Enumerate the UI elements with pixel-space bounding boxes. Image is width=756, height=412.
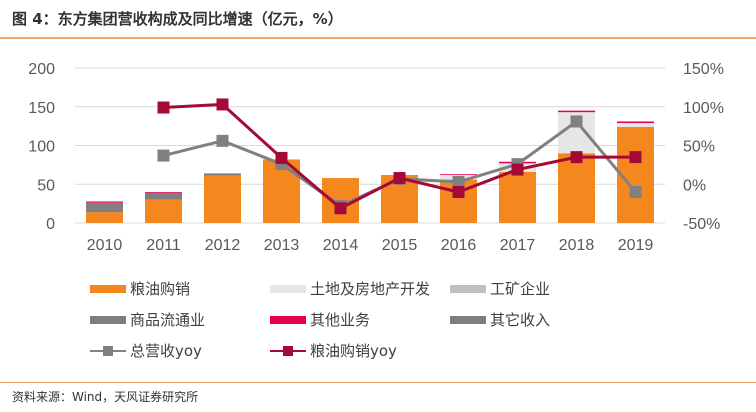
legend-swatch <box>270 345 306 357</box>
y-tick-label: 150 <box>28 100 55 117</box>
legend-swatch <box>270 315 306 324</box>
bar-segment <box>558 110 595 113</box>
x-tick-label: 2013 <box>264 237 300 254</box>
series-marker <box>570 151 583 164</box>
bar-segment <box>440 174 477 175</box>
y-tick-label: 100 <box>28 139 55 156</box>
legend-swatch <box>90 284 126 293</box>
series-marker <box>629 186 642 198</box>
series-marker <box>334 202 347 215</box>
legend-item: 土地及房地产开发 <box>270 278 430 299</box>
y2-tick-label: -50% <box>683 216 720 233</box>
series-marker <box>216 98 229 111</box>
legend-label: 商品流通业 <box>130 311 206 329</box>
y-tick-label: 50 <box>37 177 55 194</box>
y2-tick-label: 100% <box>683 100 724 117</box>
x-tick-label: 2018 <box>559 237 595 254</box>
bar-segment <box>617 123 654 127</box>
legend-label: 土地及房地产开发 <box>310 280 431 298</box>
legend-swatch <box>450 284 486 293</box>
legend-item: 其他业务 <box>270 309 370 330</box>
legend-swatch <box>450 315 486 324</box>
y2-tick-label: 0% <box>683 177 706 194</box>
series-marker <box>393 172 406 185</box>
series-marker <box>216 134 229 147</box>
bar-segment <box>145 199 182 223</box>
legend-item: 工矿企业 <box>450 278 550 299</box>
series-marker <box>275 151 288 164</box>
legend-item: 总营收yoy <box>90 340 202 361</box>
x-tick-label: 2012 <box>205 237 241 254</box>
bar-segment <box>145 192 182 200</box>
series-marker <box>452 186 465 198</box>
legend-label: 总营收yoy <box>130 342 202 360</box>
legend-swatch <box>270 284 306 293</box>
series-marker <box>157 149 170 162</box>
x-tick-label: 2017 <box>500 237 536 254</box>
legend-label: 粮油购销yoy <box>310 342 397 360</box>
legend-label: 工矿企业 <box>490 280 551 298</box>
legend-label: 粮油购销 <box>130 280 191 298</box>
series-marker <box>629 151 642 164</box>
x-tick-label: 2019 <box>618 237 654 254</box>
chart: 0 -50% 50 0% 100 50% 150 100% 200 150% 2010 2011 201… <box>28 61 724 254</box>
legend-item: 粮油购销yoy <box>270 340 397 361</box>
bar-segment <box>499 171 536 223</box>
source-note: 资料来源：Wind，天风证券研究所 <box>12 390 199 404</box>
bar-segment <box>204 175 241 223</box>
bar-segment <box>617 121 654 124</box>
series-marker <box>511 163 524 176</box>
legend-item: 其它收入 <box>450 309 550 330</box>
bar-segment <box>558 153 595 223</box>
x-tick-label: 2016 <box>441 237 477 254</box>
legend-swatch <box>90 315 126 324</box>
series-marker <box>570 115 583 128</box>
bar-segment <box>86 202 123 213</box>
x-tick-label: 2010 <box>87 237 123 254</box>
legend-swatch <box>90 345 126 357</box>
bar-segment <box>86 202 123 203</box>
footer-divider <box>0 382 756 383</box>
bar-segment <box>204 173 241 176</box>
y-tick-label: 0 <box>46 216 55 233</box>
series-marker <box>157 101 170 114</box>
figure-title: 图 4：东方集团营收构成及同比增速（亿元，%） <box>12 10 343 28</box>
series-marker <box>452 175 465 188</box>
title-divider <box>0 37 756 39</box>
y2-tick-label: 150% <box>683 61 724 78</box>
legend-item: 粮油购销 <box>90 278 190 299</box>
y2-tick-label: 50% <box>683 139 715 156</box>
legend-item: 商品流通业 <box>90 309 205 330</box>
legend-label: 其它收入 <box>490 311 551 329</box>
x-tick-label: 2014 <box>323 237 359 254</box>
y-tick-label: 200 <box>28 61 55 78</box>
x-tick-label: 2015 <box>382 237 418 254</box>
bar-segment <box>145 192 182 193</box>
x-tick-label: 2011 <box>146 237 181 254</box>
bar-segment <box>86 201 123 203</box>
legend-label: 其他业务 <box>310 311 371 329</box>
bar-segment <box>86 212 123 223</box>
